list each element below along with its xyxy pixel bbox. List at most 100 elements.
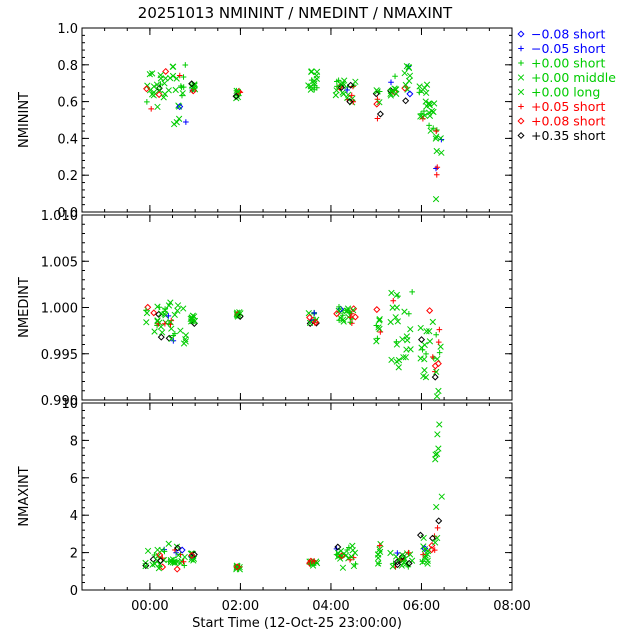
data-point (373, 87, 380, 94)
data-point (401, 555, 409, 563)
data-point (421, 84, 428, 92)
chart-title: 20251013 NMININT / NMEDINT / NMAXINT (138, 4, 453, 22)
data-point (420, 372, 427, 380)
y-tick-label: 4 (70, 509, 78, 524)
y-tick-label: 10 (61, 397, 78, 412)
data-point (374, 115, 381, 122)
data-point (158, 547, 165, 554)
data-point (346, 98, 354, 106)
data-point (399, 336, 406, 343)
data-point (419, 558, 426, 566)
data-point (400, 559, 407, 566)
data-point (426, 328, 433, 335)
data-point (394, 550, 401, 556)
data-point (374, 96, 381, 103)
data-point (349, 95, 356, 102)
data-point (340, 550, 348, 557)
data-point (405, 559, 413, 567)
data-point (426, 338, 434, 345)
data-point (426, 102, 433, 109)
scatter-points (142, 421, 445, 573)
data-point (426, 100, 433, 107)
y-tick-label: 0.0 (57, 206, 78, 221)
data-point (182, 336, 189, 343)
data-point (234, 312, 241, 319)
legend-label: +0.35 short (531, 128, 606, 143)
data-point (311, 310, 318, 316)
data-point (143, 319, 150, 326)
data-point (429, 318, 436, 326)
data-point (346, 309, 352, 315)
data-point (434, 431, 441, 438)
data-point (393, 291, 401, 299)
y-axis-label: NMAXINT (17, 466, 32, 526)
data-point (417, 531, 425, 539)
data-point (339, 89, 346, 96)
data-point (402, 97, 410, 105)
data-point (426, 307, 434, 315)
data-point (393, 338, 400, 345)
data-point (408, 557, 416, 564)
data-point (395, 556, 403, 563)
data-point (143, 309, 151, 317)
legend-item: +0.00 short (518, 56, 606, 71)
y-tick-label: 0.8 (57, 59, 78, 74)
y-tick-label: 1.010 (41, 209, 78, 224)
data-point (233, 95, 240, 102)
data-point (421, 108, 427, 114)
data-point (334, 543, 342, 551)
data-point (430, 355, 437, 362)
data-point (154, 103, 161, 111)
data-point (437, 135, 444, 142)
data-point (405, 549, 412, 556)
legend-label: +0.00 middle (531, 70, 616, 85)
data-point (423, 89, 430, 97)
data-point (232, 92, 240, 100)
data-point (168, 335, 175, 343)
data-point (377, 329, 384, 335)
data-point (375, 324, 382, 331)
scatter-points (143, 62, 445, 203)
data-point (434, 355, 441, 363)
data-point (336, 317, 342, 324)
data-point (189, 87, 197, 95)
data-point (154, 318, 161, 325)
data-point (431, 373, 439, 381)
legend-symbol-diamond-icon (517, 30, 525, 38)
data-point (180, 74, 187, 80)
data-point (158, 310, 165, 317)
legend-symbol-cross-icon (517, 88, 525, 96)
data-point (175, 552, 182, 559)
data-point (165, 540, 172, 547)
data-point (150, 309, 158, 317)
data-point (419, 346, 426, 353)
data-point (438, 493, 445, 500)
data-point (426, 122, 432, 129)
data-point (336, 304, 342, 310)
data-point (433, 128, 439, 134)
y-tick-label: 1.005 (41, 255, 78, 270)
data-point (167, 318, 174, 326)
data-point (149, 70, 156, 77)
plot-frame (81, 27, 513, 213)
data-point (161, 80, 168, 87)
data-point (403, 333, 410, 340)
legend-label: +0.08 short (531, 114, 606, 129)
data-point (236, 312, 244, 320)
data-point (165, 313, 172, 319)
data-point (155, 91, 163, 99)
y-tick-label: 0.4 (57, 132, 78, 147)
data-point (421, 546, 428, 553)
data-point (151, 552, 158, 558)
data-point (180, 558, 187, 565)
data-point (376, 317, 383, 324)
data-point (176, 72, 183, 79)
data-point (376, 316, 383, 323)
data-point (427, 127, 434, 134)
data-point (306, 313, 314, 321)
data-point (432, 135, 439, 142)
data-point (433, 450, 441, 458)
data-point (165, 87, 172, 94)
data-point (154, 317, 161, 324)
